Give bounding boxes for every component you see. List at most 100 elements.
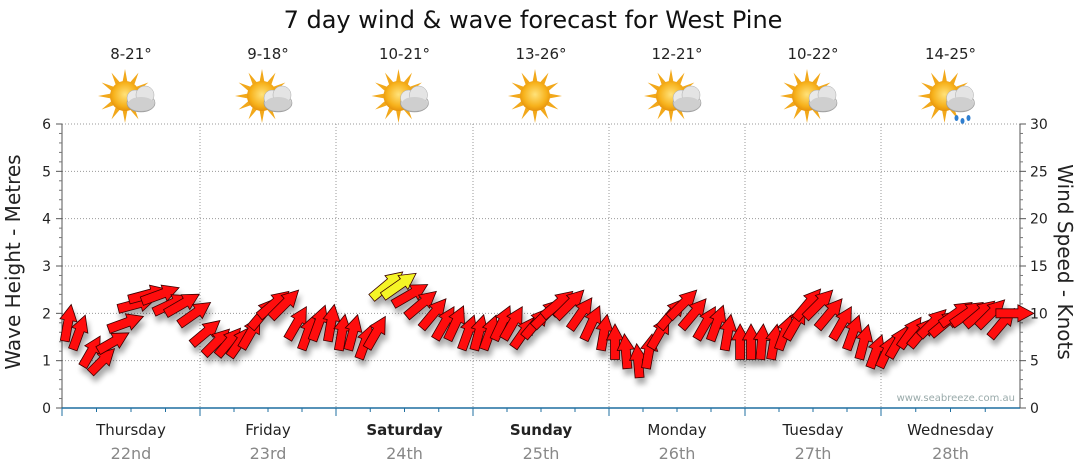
sun-ray bbox=[238, 82, 252, 92]
wind-arrow-shape bbox=[579, 305, 602, 343]
watermark: www.seabreeze.com.au bbox=[897, 393, 1015, 404]
wind-arrow bbox=[403, 290, 437, 321]
cloud-base bbox=[265, 97, 291, 111]
left-axis-tick-label: 2 bbox=[42, 306, 51, 322]
wind-arrow-shape bbox=[565, 297, 593, 333]
sun-ray bbox=[248, 72, 258, 86]
partly-cloudy-icon bbox=[644, 69, 702, 123]
sun-ray bbox=[811, 72, 821, 86]
wind-arrow bbox=[565, 297, 593, 333]
wind-arrow bbox=[162, 293, 201, 319]
day-name-label: Sunday bbox=[510, 421, 573, 439]
wind-arrow-shape bbox=[854, 323, 874, 361]
right-axis-tick-label: 5 bbox=[1030, 354, 1039, 370]
sun-ray bbox=[793, 106, 803, 120]
right-axis-tick-label: 25 bbox=[1030, 164, 1048, 180]
sun-ray bbox=[98, 93, 112, 99]
left-axis-tick-label: 4 bbox=[42, 212, 51, 228]
day-axis: Thursday 22nd Friday 23rd Saturday 24th Sunday… bbox=[61, 408, 994, 463]
wind-arrow bbox=[628, 342, 648, 379]
wind-arrow-shape bbox=[595, 313, 614, 352]
wind-arrow bbox=[741, 323, 761, 360]
right-axis-tick-label: 10 bbox=[1030, 306, 1048, 322]
wind-arrow bbox=[677, 298, 707, 332]
partly-cloudy-icon bbox=[371, 69, 429, 123]
sun-ray bbox=[385, 72, 394, 86]
sun-ray bbox=[647, 82, 661, 92]
wind-arrow bbox=[842, 314, 863, 352]
day-date-label: 25th bbox=[523, 444, 560, 463]
wind-arrow bbox=[59, 303, 78, 343]
sun-ray bbox=[521, 72, 531, 86]
right-axis-tick-label: 20 bbox=[1030, 212, 1048, 228]
wind-arrow-shape bbox=[403, 290, 437, 321]
temperature-label: 12-21° bbox=[651, 45, 702, 63]
sun-ray bbox=[532, 109, 538, 123]
partly-cloudy-icon bbox=[98, 69, 156, 123]
sun-ray bbox=[101, 100, 115, 110]
temperature-label: 9-18° bbox=[247, 45, 289, 63]
temperature-label: 14-25° bbox=[925, 45, 976, 63]
wind-arrow bbox=[139, 284, 180, 306]
wind-arrow-shape bbox=[628, 342, 648, 379]
wind-arrow-shape bbox=[813, 298, 843, 332]
partly-cloudy-icon bbox=[780, 69, 838, 123]
partly-cloudy-icon bbox=[235, 69, 293, 123]
sun-ray bbox=[101, 82, 115, 92]
showers-icon bbox=[917, 69, 975, 124]
axes: 0 1 2 3 4 5 6 0 5 10 15 20 25 30 bbox=[42, 117, 1048, 417]
wind-arrow bbox=[417, 298, 447, 332]
sun-ray bbox=[804, 69, 810, 83]
left-axis-tick-label: 5 bbox=[42, 164, 51, 180]
sun-ray bbox=[122, 69, 128, 83]
wind-arrow bbox=[443, 305, 465, 343]
sun-ray bbox=[921, 82, 934, 92]
chart-title: 7 day wind & wave forecast for West Pine bbox=[284, 6, 783, 34]
day-name-label: Friday bbox=[245, 421, 291, 439]
sun-ray bbox=[235, 93, 249, 99]
sun-ray bbox=[941, 69, 948, 83]
wind-arrow bbox=[86, 348, 116, 377]
sun-ray bbox=[668, 69, 674, 83]
wind-arrow-shape bbox=[106, 313, 145, 334]
rain-drop bbox=[966, 115, 971, 121]
sun-ray bbox=[783, 100, 797, 110]
sun-ray bbox=[657, 106, 667, 120]
wind-arrow-shape bbox=[283, 305, 307, 342]
sun-ray bbox=[259, 109, 265, 123]
wind-arrow-shape bbox=[343, 313, 363, 352]
wind-arrow bbox=[752, 323, 772, 361]
wind-arrow-shape bbox=[188, 320, 221, 348]
cloud-base bbox=[810, 97, 836, 111]
wind-arrow-shape bbox=[828, 305, 852, 342]
wind-arrow bbox=[995, 304, 1035, 323]
right-axis-tick-label: 15 bbox=[1030, 259, 1048, 275]
sun-ray bbox=[539, 72, 549, 86]
sun-ray bbox=[675, 72, 685, 86]
wind-arrow bbox=[854, 323, 874, 361]
wind-arrow-shape bbox=[842, 314, 863, 352]
temperature-label: 13-26° bbox=[515, 45, 566, 63]
sun-ray bbox=[931, 72, 940, 86]
sun-disc bbox=[520, 81, 550, 111]
wind-arrow bbox=[719, 313, 738, 352]
left-axis-title: Wave Height - Metres bbox=[1, 154, 25, 369]
sunny-icon bbox=[508, 69, 562, 123]
left-axis-tick-label: 1 bbox=[42, 354, 51, 370]
left-axis-tick-label: 3 bbox=[42, 259, 51, 275]
sun-ray bbox=[647, 100, 661, 110]
wind-arrow bbox=[595, 313, 614, 352]
wind-arrow bbox=[390, 284, 429, 309]
wind-arrows bbox=[59, 271, 1035, 379]
temperature-label: 10-22° bbox=[787, 45, 838, 63]
day-date-label: 24th bbox=[386, 444, 423, 463]
rain-drop bbox=[954, 115, 959, 121]
wind-arrow-shape bbox=[499, 305, 523, 342]
sun-ray bbox=[508, 93, 522, 99]
wind-arrow bbox=[362, 315, 386, 351]
wind-arrow-shape bbox=[68, 314, 89, 352]
wind-arrow bbox=[322, 303, 341, 343]
sun-ray bbox=[266, 72, 276, 86]
wind-arrow bbox=[106, 313, 145, 334]
wind-arrow-shape bbox=[59, 303, 78, 343]
